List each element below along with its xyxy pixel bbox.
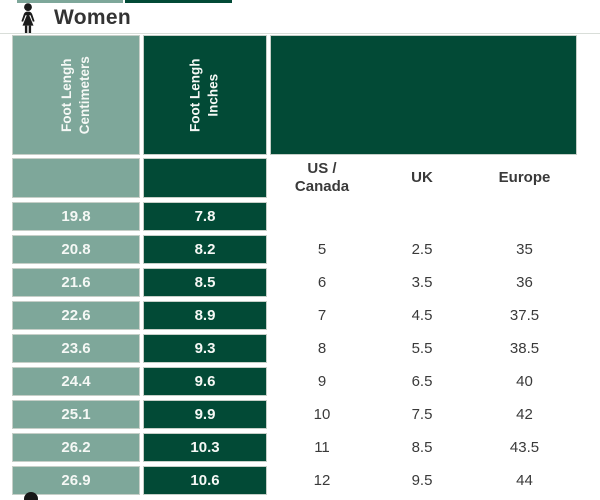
table-row: 22.6 8.9 7 4.5 37.5	[0, 301, 600, 330]
table-row: 24.4 9.6 9 6.5 40	[0, 367, 600, 396]
cell-uk-size: 9.5	[411, 472, 433, 489]
cell-us-canada-size: 12	[313, 472, 331, 489]
cell-foot-length-inches: 9.3	[143, 334, 267, 363]
table-row: 25.1 9.9 10 7.5 42	[0, 400, 600, 429]
cell-foot-length-cm: 22.6	[12, 301, 140, 330]
cell-foot-length-inches: 8.5	[143, 268, 267, 297]
cell-europe-size: 37.5	[509, 307, 540, 324]
cell-europe-size: 36	[516, 274, 533, 291]
cell-us-canada-size: 8	[317, 340, 327, 357]
table-row: 26.2 10.3 11 8.5 43.5	[0, 433, 600, 462]
cell-foot-length-inches: 9.9	[143, 400, 267, 429]
column-header-foot-length-cm-label: Foot Lengh Centimeters	[58, 55, 92, 135]
cell-uk-size	[372, 202, 472, 231]
table-row: 26.9 10.6 12 9.5 44	[0, 466, 600, 495]
cell-foot-length-cm: 19.8	[12, 202, 140, 231]
cell-foot-length-cm: 25.1	[12, 400, 140, 429]
section-title: Women	[54, 6, 131, 29]
cell-foot-length-cm: 24.4	[12, 367, 140, 396]
table-row: 21.6 8.5 6 3.5 36	[0, 268, 600, 297]
cell-uk-size: 6.5	[411, 373, 433, 390]
cell-foot-length-inches: 7.8	[143, 202, 267, 231]
subheader-empty-inches-cell	[143, 158, 267, 198]
cell-foot-length-inches: 10.3	[143, 433, 267, 462]
cell-us-canada-size	[272, 202, 372, 231]
table-body: 19.8 7.8 20.8 8.2 5 2.5 35 21.6 8.5 6 3.…	[0, 202, 600, 495]
cell-europe-size: 38.5	[509, 340, 540, 357]
cell-foot-length-inches: 8.2	[143, 235, 267, 264]
cell-europe-size: 40	[516, 373, 533, 390]
cell-us-canada-size: 10	[313, 406, 331, 423]
cell-uk-size: 8.5	[411, 439, 433, 456]
cell-europe-size	[472, 202, 577, 231]
divider-line	[0, 33, 600, 34]
cell-foot-length-inches: 9.6	[143, 367, 267, 396]
cell-us-canada-size: 6	[317, 274, 327, 291]
cell-us-canada-size: 11	[314, 439, 330, 456]
cell-foot-length-cm: 23.6	[12, 334, 140, 363]
cell-europe-size: 44	[516, 472, 533, 489]
subheader-europe: Europe	[498, 169, 551, 187]
cell-foot-length-inches: 8.9	[143, 301, 267, 330]
table-row: 23.6 9.3 8 5.5 38.5	[0, 334, 600, 363]
cell-uk-size: 4.5	[411, 307, 433, 324]
cell-uk-size: 7.5	[411, 406, 433, 423]
cell-foot-length-cm: 20.8	[12, 235, 140, 264]
cell-uk-size: 2.5	[411, 241, 433, 258]
cell-us-canada-size: 9	[317, 373, 327, 390]
section-header: Women	[16, 2, 131, 34]
woman-icon	[21, 2, 35, 34]
cell-europe-size: 42	[516, 406, 533, 423]
cell-europe-size: 35	[516, 241, 533, 258]
cell-us-canada-size: 7	[317, 307, 327, 324]
cell-uk-size: 3.5	[411, 274, 433, 291]
table-row: 20.8 8.2 5 2.5 35	[0, 235, 600, 264]
table-row: 19.8 7.8	[0, 202, 600, 231]
cell-foot-length-cm: 26.2	[12, 433, 140, 462]
clipped-top-cell-right	[125, 0, 232, 3]
clipped-top-cell-left	[17, 0, 123, 3]
cell-uk-size: 5.5	[411, 340, 433, 357]
cell-europe-size: 43.5	[509, 439, 540, 456]
column-header-foot-length-cm: Foot Lengh Centimeters	[12, 35, 140, 155]
cell-foot-length-cm: 26.9	[12, 466, 140, 495]
column-header-sizes-blank-block	[270, 35, 577, 155]
subheader-uk: UK	[411, 169, 433, 187]
subheader-empty-cm-cell	[12, 158, 140, 198]
clipped-person-icon	[24, 492, 38, 500]
column-header-foot-length-inches: Foot Lengh Inches	[143, 35, 267, 155]
cell-foot-length-inches: 10.6	[143, 466, 267, 495]
subheader-us-canada: US / Canada	[294, 160, 350, 195]
cell-foot-length-cm: 21.6	[12, 268, 140, 297]
column-header-foot-length-inches-label: Foot Lengh Inches	[187, 58, 221, 132]
cell-us-canada-size: 5	[317, 241, 327, 258]
